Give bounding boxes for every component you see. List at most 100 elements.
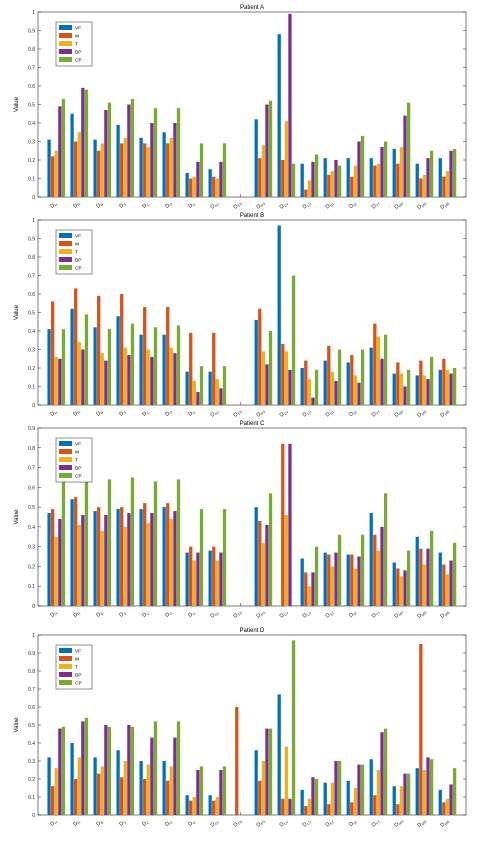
y-tick-label: 0.3	[28, 140, 35, 146]
x-tick-label-main: D	[72, 821, 79, 828]
legend-label: M	[75, 34, 79, 40]
bar-t	[261, 542, 266, 606]
x-tick-label: DMD	[416, 609, 428, 621]
x-tick-label-sub: PS	[260, 201, 267, 208]
bar-t	[261, 145, 266, 197]
bar-bp	[127, 104, 131, 197]
x-tick-label-main: D	[256, 612, 263, 619]
bar-t	[192, 380, 196, 405]
bar-cp	[107, 479, 112, 606]
bar-m	[258, 158, 262, 197]
bar-cp	[314, 369, 319, 405]
bar-vf	[438, 552, 442, 606]
x-tick-label: DTR	[233, 408, 244, 419]
bar-vf	[116, 509, 120, 606]
bar-m	[212, 176, 216, 197]
x-tick-label-main: D	[141, 411, 148, 418]
x-tick-label: DTT	[371, 200, 382, 211]
bar-cp	[222, 366, 227, 405]
bar-m	[120, 143, 124, 197]
x-tick-label: DRR	[393, 200, 404, 211]
x-tick-label: DGL	[210, 408, 221, 419]
x-tick-label: DPS	[256, 818, 267, 829]
x-tick-label-sub: LU	[283, 410, 289, 416]
bar-vf	[369, 347, 373, 405]
x-tick-label-sub: ME	[444, 409, 451, 416]
bar-m	[373, 534, 377, 606]
x-tick-label-sub: G	[192, 611, 197, 616]
bar-cp	[314, 546, 319, 606]
legend-swatch-vf	[59, 233, 72, 238]
y-tick-label: 0.6	[28, 292, 35, 298]
bar-cp	[222, 766, 227, 815]
bar-cp	[61, 479, 66, 606]
y-axis-label: Value	[14, 96, 20, 112]
x-tick-label-sub: RR	[398, 409, 405, 416]
bar-t	[54, 356, 58, 405]
legend-swatch-vf	[59, 441, 72, 446]
x-tick-label: DH	[49, 409, 59, 419]
x-tick-label-sub: GL	[214, 820, 220, 826]
bar-bp	[311, 161, 315, 197]
legend-swatch-m	[59, 33, 72, 38]
bar-t	[54, 768, 58, 815]
x-tick-label: DRR	[393, 609, 404, 620]
bar-bp	[58, 728, 62, 815]
x-tick-label-sub: SI	[353, 820, 358, 825]
x-tick-label-sub: B	[100, 410, 105, 415]
bar-bp	[104, 360, 108, 405]
bar-m	[258, 780, 262, 815]
x-tick-label-sub: C	[146, 820, 151, 825]
x-tick-label-sub: MD	[421, 201, 428, 208]
legend-swatch-vf	[59, 648, 72, 653]
x-tick-label-main: D	[279, 411, 286, 418]
x-tick-label-sub: ME	[444, 201, 451, 208]
legend-label: CP	[75, 266, 82, 272]
x-tick-label-sub: RR	[398, 610, 405, 617]
y-tick-label: 0.6	[28, 705, 35, 711]
y-tick-label: 1	[32, 633, 35, 639]
x-tick-label-sub: ST	[329, 610, 336, 617]
bar-vf	[300, 368, 304, 405]
x-tick-label-sub: SI	[353, 611, 358, 616]
x-tick-label-main: D	[348, 821, 355, 828]
x-tick-label: DGL	[210, 609, 221, 620]
x-tick-label-sub: MD	[421, 409, 428, 416]
bar-t	[353, 788, 358, 815]
x-tick-label-main: D	[371, 203, 378, 210]
x-tick-label: DGL	[210, 200, 221, 211]
bar-t	[146, 522, 150, 606]
bar-m	[419, 548, 423, 606]
x-tick-label-sub: ME	[444, 610, 451, 617]
x-tick-label-sub: GL	[214, 202, 220, 208]
x-tick-label-main: D	[49, 203, 56, 210]
bar-t	[123, 526, 127, 606]
bar-bp	[81, 721, 85, 815]
bar-t	[399, 373, 404, 405]
bar-cp	[130, 477, 135, 606]
bar-bp	[380, 526, 384, 606]
x-tick-label-sub: O	[169, 202, 174, 207]
legend-swatch-cp	[59, 265, 72, 270]
legend-swatch-m	[59, 656, 72, 661]
bar-vf	[415, 375, 419, 405]
x-tick-label: DTR	[233, 200, 244, 211]
x-tick-label-main: D	[279, 203, 286, 210]
bar-m	[304, 806, 308, 815]
bar-cp	[406, 773, 411, 815]
bar-vf	[369, 759, 373, 815]
bar-vf	[346, 362, 350, 405]
x-tick-label-main: D	[187, 411, 194, 418]
bar-bp	[196, 552, 200, 606]
x-tick-label-sub: RR	[398, 201, 405, 208]
bar-t	[284, 121, 289, 197]
bar-cp	[314, 154, 319, 197]
bar-vf	[47, 329, 51, 405]
bar-cp	[107, 726, 112, 815]
y-tick-label: 0.3	[28, 545, 35, 551]
bar-t	[215, 178, 219, 197]
bar-t	[100, 766, 104, 815]
bar-t	[146, 764, 150, 815]
bar-m	[396, 163, 400, 197]
bar-m	[97, 507, 101, 606]
